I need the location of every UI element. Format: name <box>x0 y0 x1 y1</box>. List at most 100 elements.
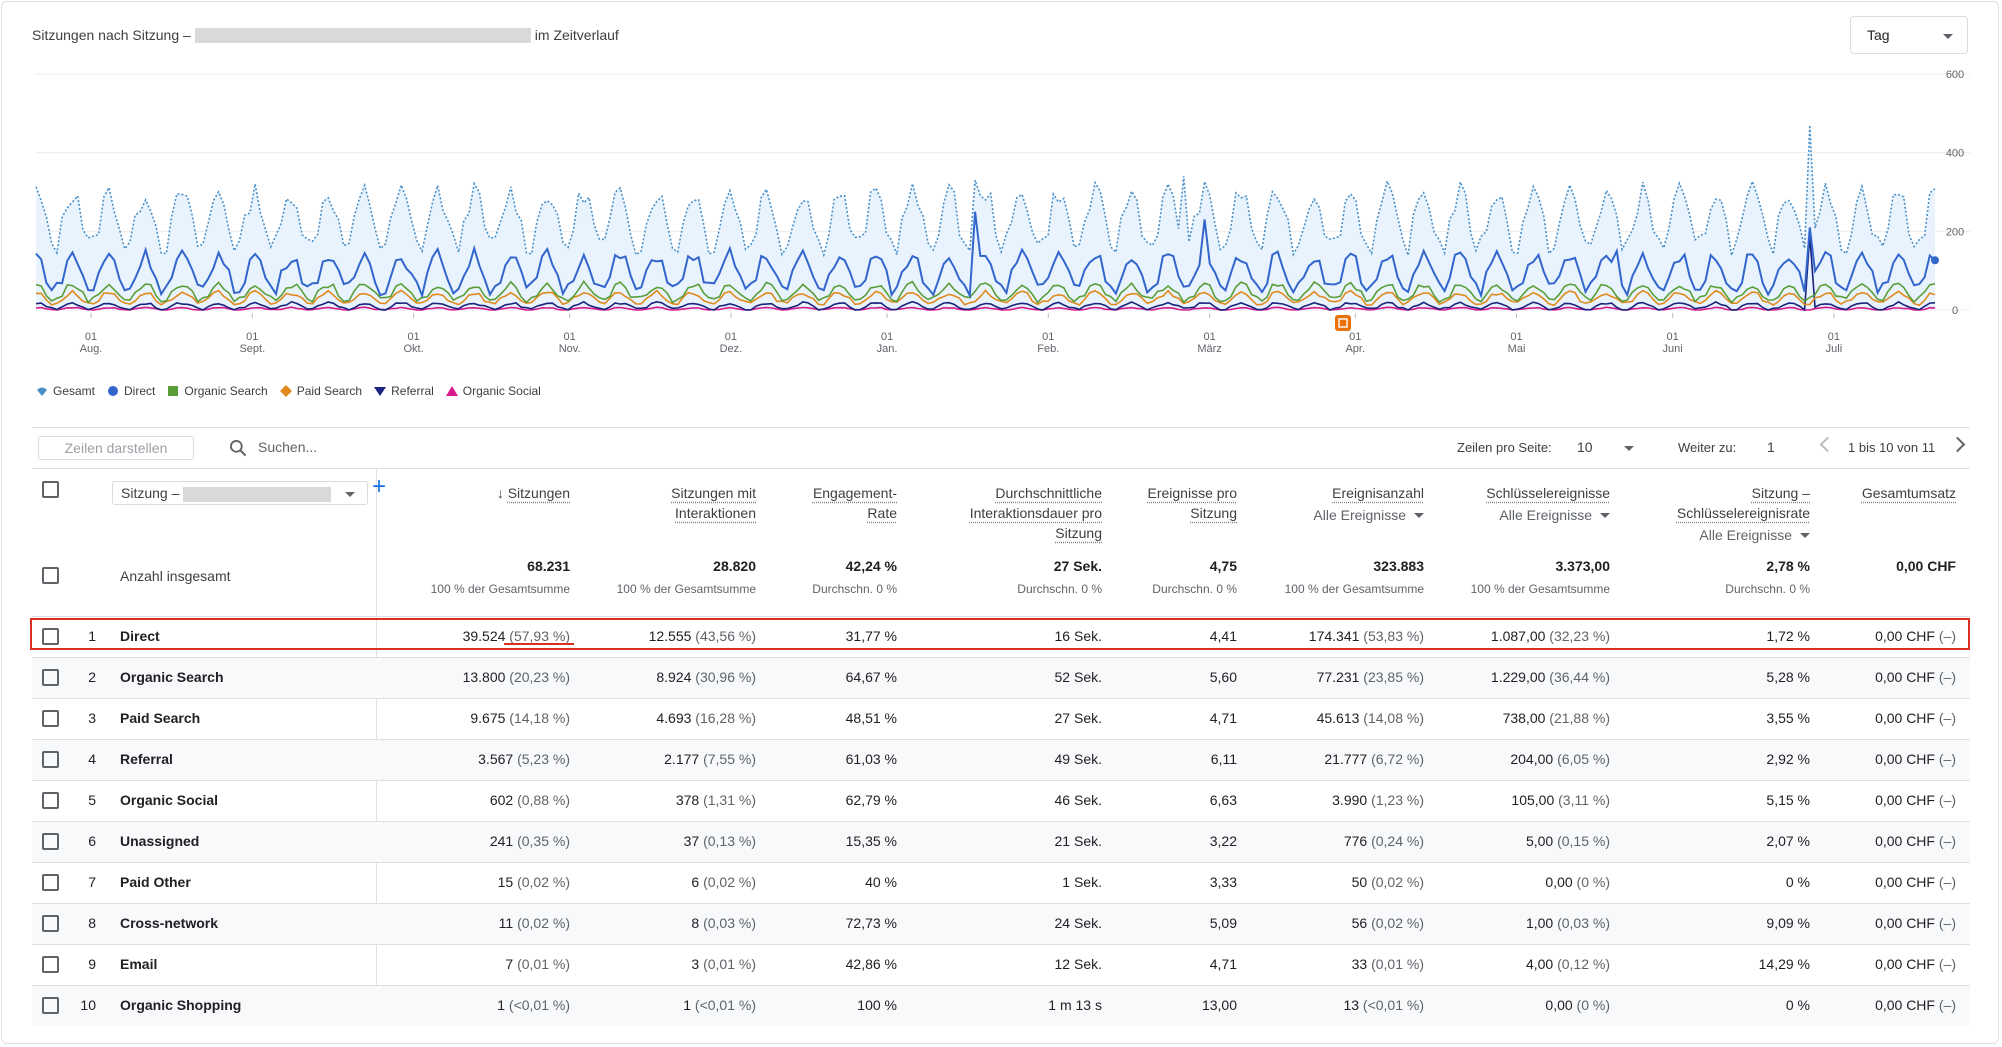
row-channel-name[interactable]: Cross-network <box>120 915 219 931</box>
legend-item-gesamt[interactable]: Gesamt <box>36 384 95 398</box>
show-rows-button[interactable]: Zeilen darstellen <box>38 436 194 460</box>
next-page-icon[interactable] <box>1949 436 1966 453</box>
row-channel-name[interactable]: Referral <box>120 751 173 767</box>
table-row[interactable]: 2 Organic Search 13.800 (20,23 %) 8.924 (3… <box>32 657 1970 698</box>
table-row[interactable]: 8 Cross-network 11 (0,02 %) 8 (0,03 %) 72,7… <box>32 903 1970 944</box>
dimension-select[interactable]: Sitzung – <box>112 481 368 505</box>
cell-eps: 3,22 <box>1209 833 1237 849</box>
x-tick-month: Nov. <box>559 343 581 355</box>
prev-page-icon[interactable] <box>1819 436 1836 453</box>
x-tick-month: Mai <box>1508 343 1526 355</box>
chevron-down-icon[interactable] <box>1624 446 1634 451</box>
line-chart: 600400200001Aug.01Sept.01Okt.01Nov.01Dez… <box>35 69 1970 355</box>
row-checkbox[interactable] <box>42 669 59 686</box>
row-channel-name[interactable]: Unassigned <box>120 833 200 849</box>
annotation-marker[interactable] <box>1335 315 1351 331</box>
row-channel-name[interactable]: Email <box>120 956 158 972</box>
table-row[interactable]: 9 Email 7 (0,01 %) 3 (0,01 %) 42,86 % 12 Sek… <box>32 944 1970 985</box>
row-channel-name[interactable]: Organic Shopping <box>120 997 242 1013</box>
table-row[interactable]: 5 Organic Social 602 (0,88 %) 378 (1,31 %)… <box>32 780 1970 821</box>
legend-item-organic_social[interactable]: Organic Social <box>445 384 541 398</box>
table-row[interactable]: 6 Unassigned 241 (0,35 %) 37 (0,13 %) 15,35… <box>32 821 1970 862</box>
legend-item-organic_search[interactable]: Organic Search <box>167 384 268 398</box>
legend-item-paid_search[interactable]: Paid Search <box>279 384 362 398</box>
cell-e: 4.693 (16,28 %) <box>656 710 756 726</box>
row-number: 2 <box>88 669 96 685</box>
total-events-sub: 100 % der Gesamtsumme <box>1284 582 1424 596</box>
col-sessions[interactable]: ↓ Sitzungen <box>496 485 570 501</box>
legend-marker-icon <box>445 386 458 396</box>
cell-s: 9.675 (14,18 %) <box>470 710 570 726</box>
col-key-event-rate[interactable]: Sitzung – Schlüsselereignisrate Alle Ereig… <box>1676 485 1810 545</box>
table-row[interactable]: 7 Paid Other 15 (0,02 %) 6 (0,02 %) 40 % 1 S… <box>32 862 1970 903</box>
totals-checkbox[interactable] <box>42 567 59 584</box>
col-engagement-rate[interactable]: Engagement- Rate <box>812 485 897 521</box>
add-dimension-icon[interactable]: + <box>372 473 387 500</box>
row-channel-name[interactable]: Direct <box>120 628 160 644</box>
y-tick-label: 0 <box>1952 305 1958 317</box>
cell-ev: 33 (0,01 %) <box>1351 956 1424 972</box>
row-channel-name[interactable]: Organic Search <box>120 669 224 685</box>
table-row[interactable]: 4 Referral 3.567 (5,23 %) 2.177 (7,55 %) 61… <box>32 739 1970 780</box>
cell-e: 12.555 (43,56 %) <box>648 628 756 644</box>
title-suffix: im Zeitverlauf <box>534 27 619 43</box>
cell-k: 738,00 (21,88 %) <box>1502 710 1610 726</box>
legend-marker-icon <box>168 386 179 396</box>
select-all-checkbox[interactable] <box>42 481 59 498</box>
row-checkbox[interactable] <box>42 997 59 1014</box>
row-channel-name[interactable]: Paid Other <box>120 874 191 890</box>
cell-rev: 0,00 CHF (–) <box>1875 792 1956 808</box>
x-tick-day: 01 <box>85 331 97 343</box>
rows-per-page-select[interactable]: 10 <box>1577 439 1593 455</box>
cell-k: 105,00 (3,11 %) <box>1511 792 1610 808</box>
x-tick-month: Apr. <box>1345 343 1365 355</box>
row-checkbox[interactable] <box>42 628 59 645</box>
search-input[interactable]: Suchen... <box>258 439 318 455</box>
legend-item-referral[interactable]: Referral <box>374 384 434 398</box>
row-checkbox[interactable] <box>42 956 59 973</box>
event-filter-select[interactable]: Alle Ereignisse <box>1313 505 1424 525</box>
row-checkbox[interactable] <box>42 792 59 809</box>
cell-k: 0,00 (0 %) <box>1545 874 1610 890</box>
rate-filter-select[interactable]: Alle Ereignisse <box>1699 525 1810 545</box>
col-events-per-session[interactable]: Ereignisse pro Sitzung <box>1147 485 1238 521</box>
x-tick-month: Juni <box>1663 343 1683 355</box>
row-checkbox[interactable] <box>42 833 59 850</box>
totals-label: Anzahl insgesamt <box>120 568 231 584</box>
redacted-block <box>183 486 332 502</box>
row-checkbox[interactable] <box>42 874 59 891</box>
total-er-sub: Durchschn. 0 % <box>812 582 897 596</box>
highlight-underline <box>504 643 574 645</box>
col-avg-duration[interactable]: Durchschnittliche Interaktionsdauer pro Si… <box>969 485 1102 541</box>
row-checkbox[interactable] <box>42 710 59 727</box>
granularity-select[interactable]: Tag <box>1850 16 1968 54</box>
col-engaged-sessions[interactable]: Sitzungen mit Interaktionen <box>671 485 756 521</box>
table-body: 1 Direct 39.524 (57,93 %) 12.555 (43,56 %)… <box>32 616 1970 1026</box>
legend-item-direct[interactable]: Direct <box>107 384 155 398</box>
col-key-events[interactable]: Schlüsselereignisse Alle Ereignisse <box>1486 485 1610 525</box>
row-channel-name[interactable]: Paid Search <box>120 710 201 726</box>
cell-r: 3,55 % <box>1766 710 1810 726</box>
col-event-count[interactable]: Ereignisanzahl Alle Ereignisse <box>1313 485 1424 525</box>
search-icon[interactable] <box>228 438 248 458</box>
series-line-referral <box>35 235 1936 312</box>
row-checkbox[interactable] <box>42 915 59 932</box>
col-total-revenue[interactable]: Gesamtumsatz <box>1861 485 1956 501</box>
table-row[interactable]: 1 Direct 39.524 (57,93 %) 12.555 (43,56 %)… <box>32 616 1970 657</box>
cell-s: 39.524 (57,93 %) <box>462 628 570 644</box>
calendar-icon <box>1338 318 1348 328</box>
cell-r: 9,09 % <box>1766 915 1810 931</box>
cell-rev: 0,00 CHF (–) <box>1875 751 1956 767</box>
table-row[interactable]: 10 Organic Shopping 1 (<0,01 %) 1 (<0,01 %… <box>32 985 1970 1026</box>
cell-s: 1 (<0,01 %) <box>497 997 570 1013</box>
cell-ev: 50 (0,02 %) <box>1351 874 1424 890</box>
cell-r: 2,07 % <box>1766 833 1810 849</box>
row-checkbox[interactable] <box>42 751 59 768</box>
row-channel-name[interactable]: Organic Social <box>120 792 219 808</box>
goto-input[interactable]: 1 <box>1767 439 1775 455</box>
x-tick-day: 01 <box>1349 331 1361 343</box>
table-row[interactable]: 3 Paid Search 9.675 (14,18 %) 4.693 (16,28… <box>32 698 1970 739</box>
cell-d: 46 Sek. <box>1054 792 1102 808</box>
cell-d: 1 m 13 s <box>1048 997 1102 1013</box>
key-event-filter-select[interactable]: Alle Ereignisse <box>1499 505 1610 525</box>
